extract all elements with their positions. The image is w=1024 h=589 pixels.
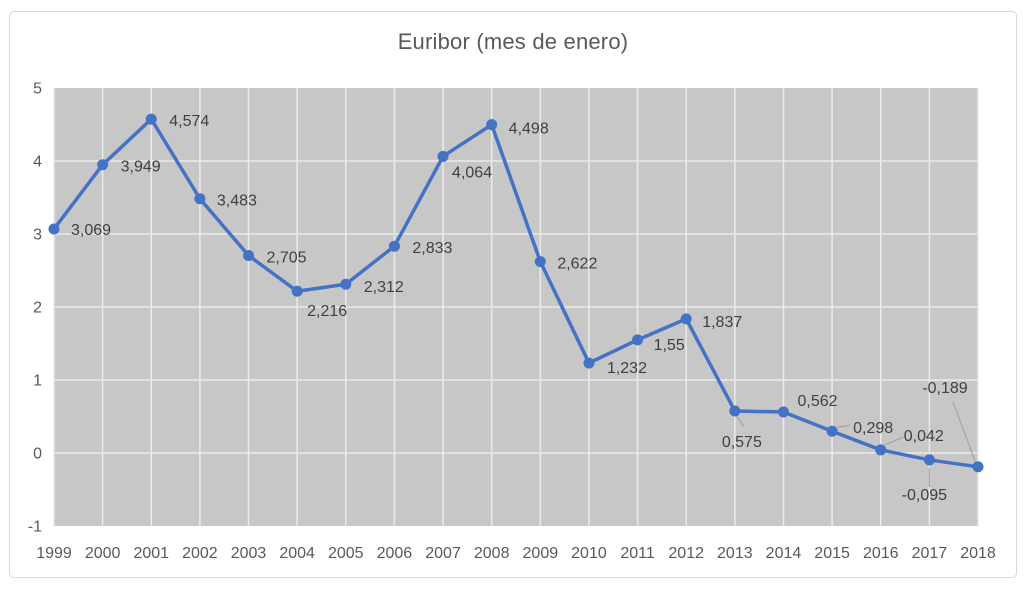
data-point-marker-2000 — [97, 159, 109, 171]
x-axis-tick-label: 2015 — [814, 545, 850, 562]
x-axis-tick-label: 2001 — [133, 545, 169, 562]
data-point-marker-2001 — [145, 113, 157, 125]
y-axis-tick-label: 3 — [33, 227, 42, 244]
label-leader-line — [736, 415, 745, 428]
data-point-marker-2004 — [291, 285, 303, 297]
data-label-2007: 4,064 — [452, 164, 492, 181]
data-point-marker-2002 — [194, 193, 206, 205]
x-axis-tick-label: 2005 — [328, 545, 364, 562]
data-point-marker-2008 — [486, 119, 498, 131]
x-axis-tick-label: 2004 — [279, 545, 315, 562]
label-leader-line — [884, 436, 904, 446]
data-label-2008: 4,498 — [509, 121, 549, 138]
data-point-marker-1999 — [48, 223, 60, 235]
data-point-marker-2013 — [729, 405, 741, 417]
x-axis-tick-label: 2010 — [571, 545, 607, 562]
data-label-2012: 1,837 — [702, 314, 742, 331]
x-axis-tick-label: 2000 — [85, 545, 121, 562]
x-axis-tick-label: 2003 — [231, 545, 267, 562]
data-point-marker-2018 — [972, 461, 984, 473]
data-label-2010: 1,232 — [607, 360, 647, 377]
data-point-marker-2011 — [632, 334, 644, 346]
x-axis-tick-label: 2002 — [182, 545, 218, 562]
x-axis-tick-label: 2007 — [425, 545, 461, 562]
y-axis-tick-label: 1 — [33, 373, 42, 390]
x-axis-tick-label: 2012 — [668, 545, 704, 562]
data-point-marker-2009 — [534, 256, 546, 268]
data-label-2001: 4,574 — [169, 113, 209, 130]
data-point-marker-2006 — [388, 240, 400, 252]
data-point-marker-2015 — [826, 425, 838, 437]
x-axis-tick-label: 2016 — [863, 545, 899, 562]
data-point-marker-2005 — [340, 278, 352, 290]
data-point-marker-2010 — [583, 357, 595, 369]
chart-title: Euribor (mes de enero) — [397, 29, 629, 54]
label-leader-line — [837, 424, 851, 428]
x-axis-tick-label: 1999 — [36, 545, 72, 562]
data-label-2018: -0,189 — [922, 380, 967, 397]
data-label-2015: 0,298 — [853, 420, 893, 437]
y-axis-tick-label: 4 — [33, 154, 42, 171]
data-point-marker-2003 — [243, 250, 255, 262]
y-axis-tick-label: 5 — [33, 81, 42, 98]
x-axis-tick-label: 2017 — [912, 545, 948, 562]
x-axis-tick-label: 2006 — [377, 545, 413, 562]
chart-container: 3,069 3,949 4,574 3,483 2,705 2,216 2,312 2,833… — [9, 11, 1017, 578]
data-label-1999: 3,069 — [71, 222, 111, 239]
data-label-2005: 2,312 — [364, 279, 404, 296]
data-label-2006: 2,833 — [412, 240, 452, 257]
x-axis-tick-label: 2018 — [960, 545, 996, 562]
data-label-2011: 1,55 — [654, 337, 685, 354]
data-label-2003: 2,705 — [267, 250, 307, 267]
data-point-marker-2016 — [875, 444, 887, 456]
label-leader-line — [952, 401, 976, 462]
data-point-marker-2007 — [437, 150, 449, 162]
data-label-2017: -0,095 — [902, 487, 947, 504]
data-label-2000: 3,949 — [121, 159, 161, 176]
y-axis-tick-label: 0 — [33, 446, 42, 463]
x-axis-tick-label: 2014 — [766, 545, 802, 562]
y-axis-tick-label: -1 — [28, 519, 42, 536]
x-axis-tick-label: 2009 — [523, 545, 559, 562]
data-label-2004: 2,216 — [307, 303, 347, 320]
x-axis-tick-label: 2008 — [474, 545, 510, 562]
data-label-2002: 3,483 — [217, 193, 257, 210]
x-axis-tick-label: 2013 — [717, 545, 753, 562]
data-label-2013: 0,575 — [722, 434, 762, 451]
data-label-2009: 2,622 — [557, 256, 597, 273]
euribor-series-line — [52, 117, 980, 469]
data-point-marker-2017 — [923, 454, 935, 466]
data-label-2016: 0,042 — [904, 428, 944, 445]
data-point-marker-2012 — [680, 313, 692, 325]
euribor-line-chart: 3,069 3,949 4,574 3,483 2,705 2,216 2,312 2,833… — [28, 81, 996, 563]
data-point-marker-2014 — [777, 406, 789, 418]
x-axis-tick-label: 2011 — [620, 545, 655, 562]
y-axis-tick-label: 2 — [33, 300, 42, 317]
data-label-2014: 0,562 — [797, 393, 837, 410]
